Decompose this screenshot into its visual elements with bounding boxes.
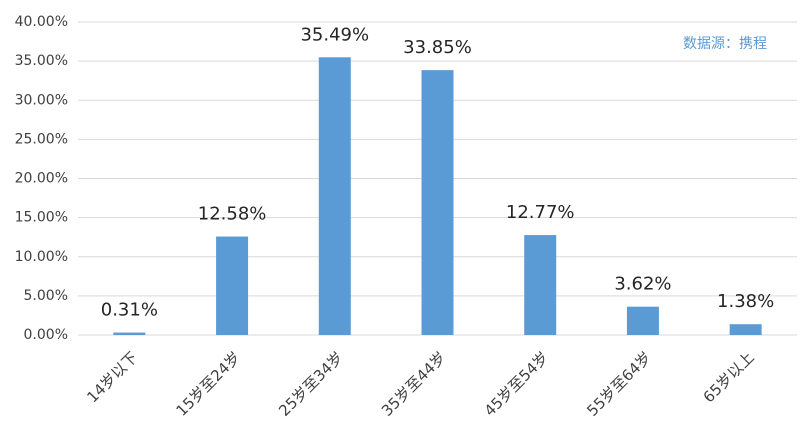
y-tick-label: 25.00% bbox=[15, 131, 68, 147]
bar bbox=[524, 235, 557, 335]
x-tick-label: 15岁至24岁 bbox=[173, 348, 245, 420]
x-tick-label: 35岁至44岁 bbox=[378, 348, 450, 420]
bar bbox=[318, 57, 351, 336]
bar bbox=[113, 332, 146, 335]
y-tick-label: 20.00% bbox=[15, 171, 68, 187]
y-tick-label: 15.00% bbox=[15, 210, 68, 226]
y-tick-label: 35.00% bbox=[15, 53, 68, 69]
value-label: 12.77% bbox=[506, 202, 575, 223]
value-label: 35.49% bbox=[300, 24, 369, 45]
value-label: 12.58% bbox=[198, 204, 267, 225]
y-tick-label: 40.00% bbox=[15, 14, 68, 30]
x-tick-label: 45岁至54岁 bbox=[481, 348, 553, 420]
value-label: 1.38% bbox=[717, 291, 774, 312]
x-tick-label: 25岁至34岁 bbox=[275, 348, 347, 420]
x-tick-label: 55岁至64岁 bbox=[583, 348, 655, 420]
bar bbox=[626, 306, 659, 335]
y-tick-label: 0.00% bbox=[24, 327, 68, 343]
y-tick-label: 30.00% bbox=[15, 92, 68, 108]
bar bbox=[729, 324, 762, 335]
x-tick-label: 14岁以下 bbox=[83, 348, 141, 406]
bar bbox=[421, 70, 454, 335]
annotation: 数据源：携程 bbox=[683, 36, 767, 52]
x-tick-label: 65岁以上 bbox=[700, 348, 758, 406]
value-label: 33.85% bbox=[403, 37, 472, 58]
value-label: 0.31% bbox=[101, 300, 158, 321]
value-label: 3.62% bbox=[614, 274, 671, 295]
bar bbox=[216, 236, 249, 335]
y-tick-label: 5.00% bbox=[24, 288, 68, 304]
y-tick-label: 10.00% bbox=[15, 249, 68, 265]
